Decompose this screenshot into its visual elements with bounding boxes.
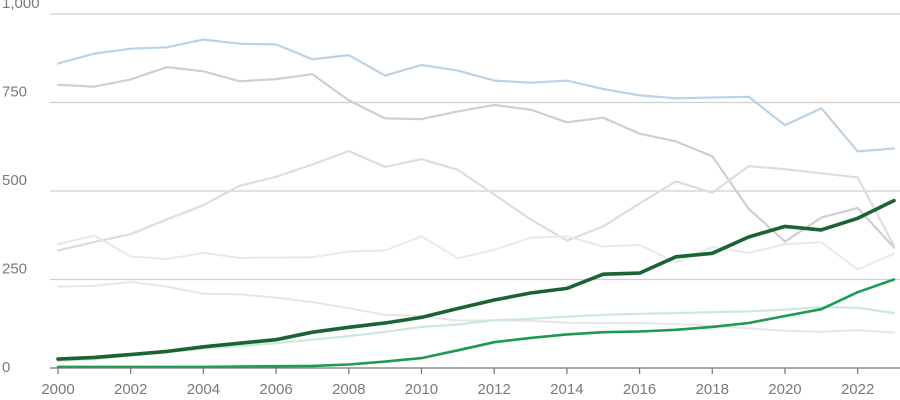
- x-tick-label: 2004: [187, 381, 220, 398]
- y-tick-label: 750: [2, 84, 27, 101]
- y-tick-label: 0: [2, 359, 10, 376]
- x-tick-label: 2008: [332, 381, 365, 398]
- series-line-8: [56, 198, 896, 361]
- x-tick-label: 2020: [768, 381, 801, 398]
- series-line-6: [56, 306, 896, 362]
- series-line-3: [56, 149, 896, 252]
- x-axis-tick-labels: 2000 2002 2004 2006 2008 2010 2012 2014 2016 2018…: [41, 381, 874, 398]
- x-tick-label: 2018: [696, 381, 729, 398]
- y-tick-label: 250: [2, 261, 27, 278]
- x-tick-label: 2016: [623, 381, 656, 398]
- series-line-4: [57, 234, 895, 271]
- series-line-5: [57, 281, 895, 334]
- y-tick-label: 1,000: [2, 0, 40, 12]
- x-tick-label: 2014: [550, 381, 583, 398]
- series-lines: [56, 38, 896, 369]
- y-axis-tick-labels: 0 250 500 750 1,000: [2, 0, 40, 376]
- x-tick-label: 2022: [841, 381, 874, 398]
- x-tick-label: 2002: [114, 381, 147, 398]
- series-line-7: [56, 278, 896, 369]
- x-tick-label: 2000: [41, 381, 74, 398]
- x-tick-label: 2012: [477, 381, 510, 398]
- y-tick-label: 500: [2, 172, 27, 189]
- series-line-1: [56, 38, 896, 153]
- x-axis: [50, 367, 900, 374]
- grid-lines: [50, 13, 900, 281]
- x-tick-label: 2010: [405, 381, 438, 398]
- x-tick-label: 2006: [259, 381, 292, 398]
- series-line-2: [56, 66, 896, 249]
